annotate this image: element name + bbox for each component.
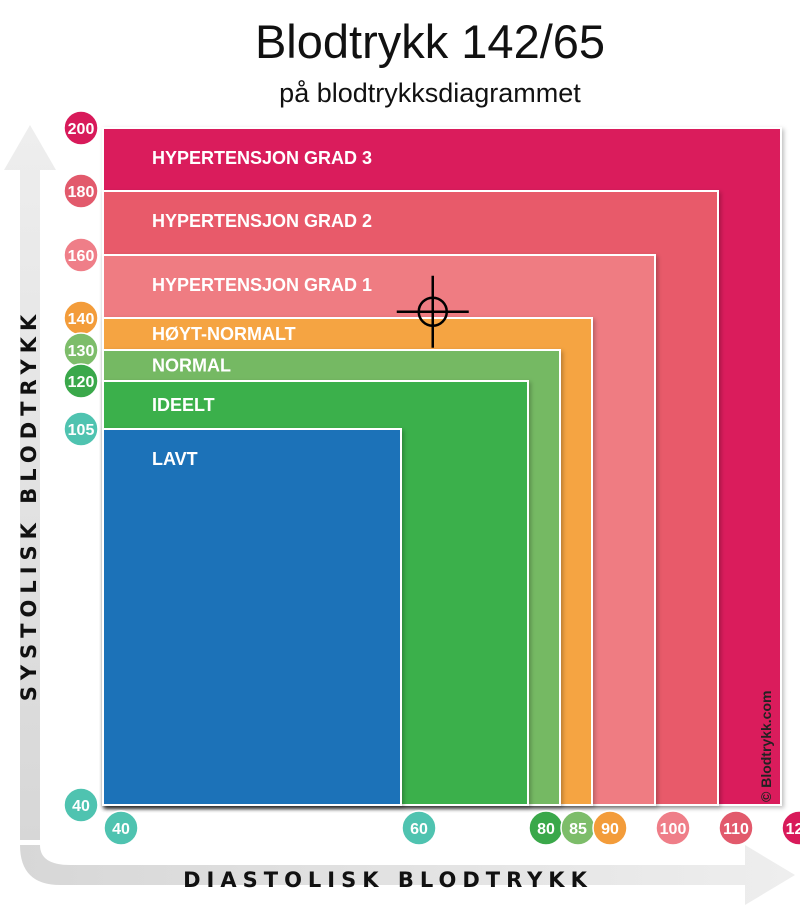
y-tick-badge: [63, 173, 99, 209]
zone-label: HYPERTENSJON GRAD 2: [152, 211, 372, 231]
zone-label: HYPERTENSJON GRAD 1: [152, 275, 372, 295]
x-tick-badge: [401, 810, 437, 846]
x-tick-label: 60: [410, 821, 428, 838]
chart-title: Blodtrykk 142/65: [254, 15, 606, 68]
watermark-text: © Blodtrykk.com: [758, 691, 774, 802]
y-tick-badge: [63, 110, 99, 146]
x-tick-label: 100: [660, 821, 687, 838]
y-tick-label: 40: [72, 798, 90, 815]
x-ticks-group: 40 60 80 85 90 100 110 120: [103, 810, 800, 846]
y-ticks-group: 200 180 160 140 130 120 105 40: [63, 110, 99, 823]
x-axis-arrow: [20, 845, 795, 905]
x-tick-label: 85: [569, 821, 587, 838]
x-tick-badge: [655, 810, 691, 846]
zone-label: LAVT: [152, 449, 198, 469]
x-tick-label: 80: [537, 821, 555, 838]
x-tick-badge: [781, 810, 800, 846]
y-tick-badge: [63, 237, 99, 273]
y-tick-label: 200: [68, 121, 95, 138]
x-tick-label: 120: [786, 821, 800, 838]
zones-group: [102, 127, 782, 806]
zone-6: [102, 428, 402, 806]
y-tick-label: 160: [68, 248, 95, 265]
y-tick-label: 105: [68, 422, 95, 439]
y-tick-badge: [63, 787, 99, 823]
x-tick-label: 110: [723, 821, 749, 838]
y-tick-badge: [63, 411, 99, 447]
zone-labels-group: HYPERTENSJON GRAD 3 HYPERTENSJON GRAD 2 HY…: [152, 148, 372, 469]
x-axis-label: DIASTOLISK BLODTRYKK: [183, 868, 593, 892]
y-tick-label: 140: [68, 311, 95, 328]
y-tick-label: 130: [68, 343, 95, 360]
x-tick-badge: [103, 810, 139, 846]
y-tick-badge: [63, 363, 99, 399]
y-axis-arrow: [4, 125, 56, 840]
marker-ring: [417, 296, 448, 327]
chart-subtitle: på blodtrykksdiagrammet: [279, 78, 581, 108]
reading-marker: [396, 275, 469, 348]
x-tick-badge: [718, 810, 754, 846]
zone-label: NORMAL: [152, 356, 231, 376]
zone-label: HØYT-NORMALT: [152, 324, 296, 344]
zone-label: HYPERTENSJON GRAD 3: [152, 148, 372, 168]
y-tick-label: 180: [68, 184, 95, 201]
x-tick-label: 40: [112, 821, 130, 838]
y-axis-label: SYSTOLISK BLODTRYKK: [17, 309, 41, 702]
x-tick-badge: [592, 810, 628, 846]
zone-label: IDEELT: [152, 395, 215, 415]
x-tick-label: 90: [601, 821, 619, 838]
y-tick-label: 120: [68, 374, 95, 391]
axis-arrows: [4, 125, 795, 905]
